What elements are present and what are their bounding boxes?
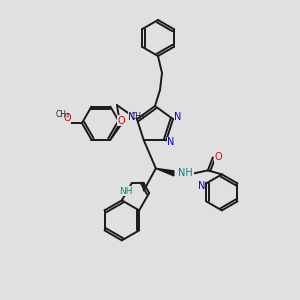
Text: O: O (63, 113, 71, 123)
Text: NH: NH (178, 168, 193, 178)
Text: NH: NH (119, 187, 133, 196)
Text: O: O (214, 152, 222, 162)
Text: N: N (174, 112, 182, 122)
Text: CH₃: CH₃ (56, 110, 70, 118)
Text: O: O (118, 116, 125, 126)
Text: N: N (167, 137, 175, 147)
Text: N: N (198, 182, 205, 191)
Text: CH₃: CH₃ (130, 112, 145, 121)
Text: N: N (128, 112, 136, 122)
Polygon shape (156, 168, 174, 176)
